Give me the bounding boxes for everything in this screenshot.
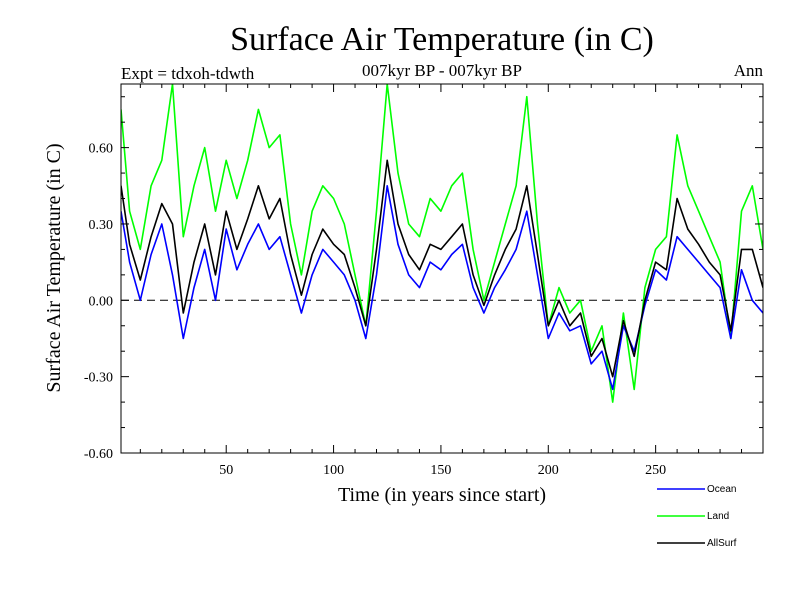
season-label: Ann xyxy=(734,61,764,80)
series-line-land xyxy=(121,84,763,403)
legend: Ocean Land AllSurf xyxy=(657,484,737,549)
legend-label-allsurf: AllSurf xyxy=(707,538,737,549)
y-tick-label: -0.30 xyxy=(84,371,113,386)
x-axis-label: Time (in years since start) xyxy=(338,484,546,506)
legend-label-land: Land xyxy=(707,511,729,522)
x-tick-label: 200 xyxy=(538,463,559,478)
x-axis-ticks: 50 100 150 200 250 xyxy=(139,84,743,478)
series-line-ocean xyxy=(121,185,763,391)
plot-area: 50 100 150 200 250 -0.60 -0.30 0.00 0.30 0.60 xyxy=(84,83,764,478)
chart-title: Surface Air Temperature (in C) xyxy=(230,21,654,58)
x-tick-label: 100 xyxy=(323,463,344,478)
plot-frame xyxy=(120,83,764,454)
chart-subtitle: 007kyr BP - 007kyr BP xyxy=(362,61,522,80)
x-tick-label: 250 xyxy=(645,463,666,478)
y-axis-label: Surface Air Temperature (in C) xyxy=(43,143,65,392)
x-tick-label: 50 xyxy=(219,463,233,478)
y-tick-label: 0.30 xyxy=(89,218,114,233)
y-tick-label: 0.00 xyxy=(89,294,114,309)
x-tick-label: 150 xyxy=(430,463,451,478)
y-axis-ticks: -0.60 -0.30 0.00 0.30 0.60 xyxy=(84,96,763,462)
expt-label: Expt = tdxoh-tdwth xyxy=(121,64,255,83)
y-tick-label: -0.60 xyxy=(84,447,113,462)
series-line-allsurf xyxy=(121,159,763,378)
y-tick-label: 0.60 xyxy=(89,142,114,157)
series-layer xyxy=(121,84,763,403)
legend-label-ocean: Ocean xyxy=(707,484,736,495)
